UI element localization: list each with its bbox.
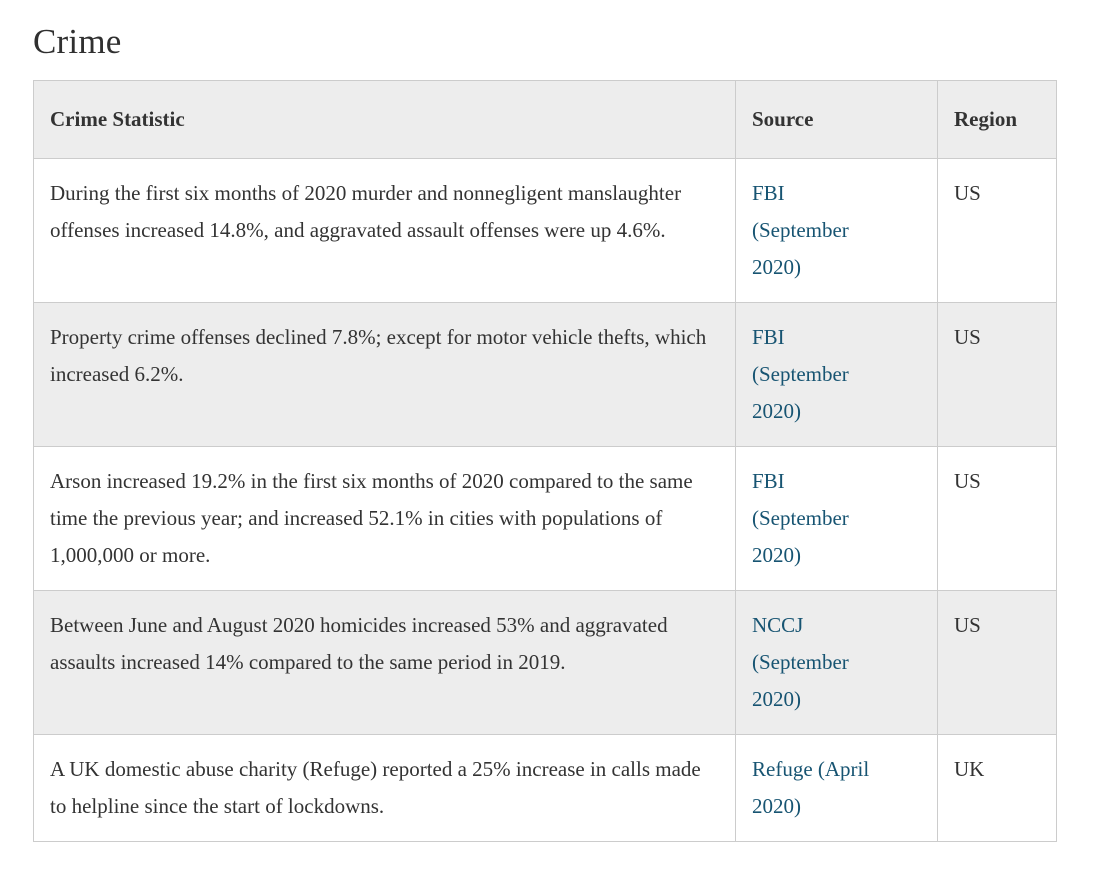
source-link[interactable]: FBI (September 2020): [752, 181, 849, 279]
source-cell: FBI (September 2020): [735, 302, 938, 447]
source-cell: NCCJ (September 2020): [735, 590, 938, 735]
column-header-crime-statistic: Crime Statistic: [33, 80, 736, 159]
statistic-cell: Property crime offenses declined 7.8%; e…: [33, 302, 736, 447]
statistic-cell: A UK domestic abuse charity (Refuge) rep…: [33, 734, 736, 842]
source-link[interactable]: NCCJ (September 2020): [752, 613, 849, 711]
column-header-source: Source: [735, 80, 938, 159]
table-row: Between June and August 2020 homicides i…: [33, 590, 1057, 735]
table-row: A UK domestic abuse charity (Refuge) rep…: [33, 734, 1057, 842]
source-cell: FBI (September 2020): [735, 158, 938, 303]
region-cell: US: [937, 446, 1057, 591]
source-link[interactable]: FBI (September 2020): [752, 469, 849, 567]
region-cell: US: [937, 302, 1057, 447]
crime-statistics-table: Crime Statistic Source Region During the…: [33, 80, 1057, 842]
source-cell: FBI (September 2020): [735, 446, 938, 591]
page-title: Crime: [33, 22, 122, 61]
table-row: Property crime offenses declined 7.8%; e…: [33, 302, 1057, 447]
source-link[interactable]: FBI (September 2020): [752, 325, 849, 423]
source-cell: Refuge (April 2020): [735, 734, 938, 842]
region-cell: US: [937, 590, 1057, 735]
statistic-cell: Arson increased 19.2% in the first six m…: [33, 446, 736, 591]
region-cell: UK: [937, 734, 1057, 842]
statistic-cell: During the first six months of 2020 murd…: [33, 158, 736, 303]
region-cell: US: [937, 158, 1057, 303]
table-header-row: Crime Statistic Source Region: [33, 80, 1057, 159]
statistic-cell: Between June and August 2020 homicides i…: [33, 590, 736, 735]
column-header-region: Region: [937, 80, 1057, 159]
table-row: Arson increased 19.2% in the first six m…: [33, 446, 1057, 591]
table-row: During the first six months of 2020 murd…: [33, 158, 1057, 303]
source-link[interactable]: Refuge (April 2020): [752, 757, 870, 818]
